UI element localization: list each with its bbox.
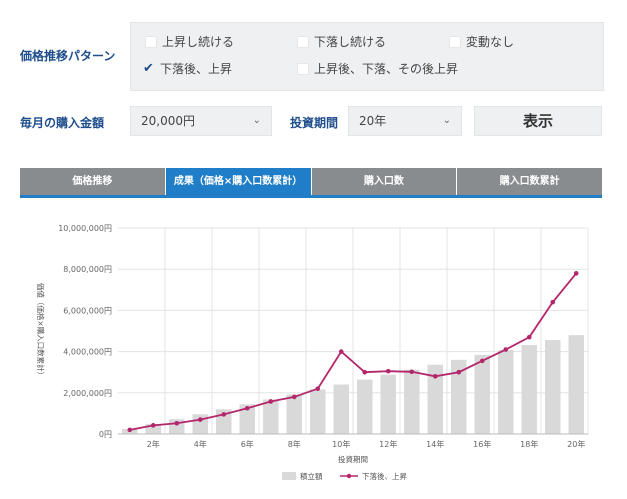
x-tick-label: 10年	[332, 439, 350, 449]
line-point	[315, 386, 321, 391]
chart-tabs: 価格推移 成果（価格×購入口数累計） 購入口数 購入口数累計	[20, 168, 602, 198]
x-axis-title: 投資期間	[338, 454, 368, 464]
line-point	[432, 374, 438, 379]
line-point	[338, 349, 344, 354]
pattern-option-label: 下落し続ける	[314, 35, 387, 49]
x-tick-label: 12年	[379, 439, 397, 449]
line-point	[174, 420, 180, 426]
bar	[521, 345, 538, 434]
x-tick-label: 14年	[426, 439, 444, 449]
bar	[568, 335, 585, 434]
y-tick-label: 8,000,000円	[63, 265, 112, 274]
bar	[309, 389, 326, 434]
tab-units-cumulative[interactable]: 購入口数累計	[457, 168, 602, 195]
bar	[262, 399, 279, 434]
line-point	[127, 427, 133, 433]
checkbox-icon[interactable]	[297, 62, 309, 75]
line-point	[503, 347, 509, 352]
legend-bar-swatch	[282, 472, 296, 480]
x-tick-label: 16年	[473, 439, 491, 449]
bar	[356, 379, 373, 434]
show-button[interactable]: 表示	[474, 106, 602, 136]
bar	[450, 359, 467, 434]
line-point	[221, 412, 227, 417]
pattern-option-label: 上昇後、下落、その後上昇	[314, 62, 459, 76]
line-point	[291, 394, 297, 400]
line-point	[150, 423, 156, 428]
checkbox-icon[interactable]	[449, 35, 461, 48]
pattern-option-falling[interactable]: 下落し続ける	[297, 33, 386, 50]
pattern-label: 価格推移パターン	[20, 49, 116, 63]
line-point	[385, 368, 391, 374]
x-tick-label: 8年	[288, 439, 301, 449]
line-point	[526, 334, 532, 340]
result-chart: 0円 2,000,000円 4,000,000円 6,000,000円 8,000,00…	[36, 224, 589, 481]
legend-line-marker	[346, 473, 352, 479]
pattern-option-label: 下落後、上昇	[160, 62, 233, 76]
x-tick-label: 4年	[194, 439, 207, 449]
pattern-option-label: 上昇し続ける	[162, 35, 235, 49]
chevron-down-icon: ⌄	[252, 115, 261, 126]
pattern-option-rise-fall-rise[interactable]: 上昇後、下落、その後上昇	[297, 60, 458, 77]
line-point	[550, 299, 556, 305]
y-tick-label: 4,000,000円	[63, 348, 112, 357]
tab-price-trend[interactable]: 価格推移	[20, 168, 166, 195]
line-point	[409, 369, 415, 375]
period-label: 投資期間	[290, 116, 339, 130]
amount-label: 毎月の購入金額	[20, 116, 105, 130]
period-value: 20年	[359, 114, 387, 128]
y-tick-label: 6,000,000円	[63, 306, 112, 315]
amount-value: 20,000円	[141, 114, 195, 128]
legend-label: 下落後、上昇	[362, 471, 407, 481]
line-point	[197, 417, 203, 422]
bar	[145, 424, 162, 434]
checkmark-icon[interactable]: ✔	[143, 61, 154, 76]
series-line	[129, 272, 577, 431]
y-tick-label: 10,000,000円	[58, 224, 112, 233]
tab-units[interactable]: 購入口数	[311, 168, 458, 195]
bar	[544, 340, 561, 434]
x-tick-label: 18年	[520, 439, 538, 449]
bar	[192, 414, 209, 434]
pattern-option-rising[interactable]: 上昇し続ける	[145, 33, 234, 50]
x-tick-label: 2年	[147, 439, 160, 449]
legend-label: 積立額	[300, 471, 323, 481]
bar	[403, 369, 420, 434]
checkbox-icon[interactable]	[145, 35, 157, 48]
bar	[427, 364, 444, 434]
y-tick-label: 2,000,000円	[63, 389, 112, 398]
checkbox-icon[interactable]	[297, 35, 309, 48]
line-point	[456, 369, 462, 375]
pattern-option-fall-then-rise[interactable]: ✔ 下落後、上昇	[143, 60, 232, 77]
chevron-down-icon: ⌄	[442, 115, 451, 126]
x-tick-label: 20年	[567, 439, 585, 449]
y-axis-title: 価値（価格×購入口数累計）	[36, 283, 46, 379]
bar	[239, 404, 256, 434]
y-tick-label: 0円	[99, 430, 112, 439]
line-point	[573, 271, 579, 276]
pattern-options: 上昇し続ける 下落し続ける 変動なし ✔ 下落後、上昇 上昇後、下落、その後上昇	[130, 22, 604, 91]
chart-area: 0円 2,000,000円 4,000,000円 6,000,000円 8,000,00…	[20, 210, 602, 492]
pattern-option-label: 変動なし	[466, 35, 515, 49]
period-select[interactable]: 20年 ⌄	[348, 106, 462, 136]
bar	[286, 394, 303, 434]
bar	[333, 384, 350, 434]
amount-select[interactable]: 20,000円 ⌄	[130, 106, 272, 136]
line-point	[362, 369, 368, 375]
x-tick-label: 6年	[241, 439, 254, 449]
bar	[474, 354, 491, 434]
bar	[497, 349, 514, 434]
line-point	[268, 399, 274, 404]
bar	[380, 374, 397, 434]
line-point	[479, 358, 485, 364]
line-point	[244, 405, 250, 411]
pattern-option-flat[interactable]: 変動なし	[449, 33, 514, 50]
tab-result[interactable]: 成果（価格×購入口数累計）	[165, 168, 312, 195]
